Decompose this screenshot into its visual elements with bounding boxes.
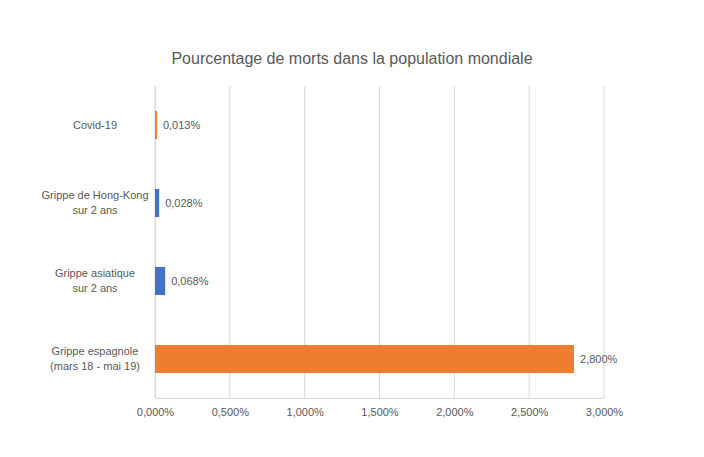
bars bbox=[155, 111, 574, 373]
x-tick: 0,000% bbox=[137, 398, 175, 418]
x-tick-label: 1,000% bbox=[287, 406, 325, 418]
y-tick: Grippe asiatiquesur 2 ans bbox=[55, 267, 155, 294]
bar bbox=[155, 267, 165, 295]
x-tick-label: 0,000% bbox=[137, 406, 175, 418]
x-tick: 2,500% bbox=[511, 398, 549, 418]
chart: Pourcentage de morts dans la population … bbox=[0, 0, 704, 457]
x-axis-line bbox=[156, 398, 605, 399]
x-tick-label: 2,500% bbox=[511, 406, 549, 418]
category-label: Grippe de Hong-Kongsur 2 ans bbox=[41, 189, 148, 216]
bar bbox=[155, 111, 157, 139]
x-tick: 2,000% bbox=[436, 398, 474, 418]
x-tick-label: 1,500% bbox=[361, 406, 399, 418]
grid-line bbox=[604, 86, 605, 398]
x-tick-label: 3,000% bbox=[586, 406, 624, 418]
plot: 0,000% 0,500% 1,000% 1,500% 2,000% 2,500% 3,00… bbox=[41, 86, 623, 418]
data-label: 0,028% bbox=[165, 197, 203, 209]
x-tick-label: 0,500% bbox=[212, 406, 250, 418]
x-axis: 0,000% 0,500% 1,000% 1,500% 2,000% 2,500% 3,00… bbox=[137, 398, 624, 418]
category-label: Grippe asiatiquesur 2 ans bbox=[55, 267, 135, 294]
grid bbox=[155, 86, 604, 398]
x-tick: 3,000% bbox=[586, 398, 624, 418]
bar bbox=[155, 189, 159, 217]
y-tick: Grippe espagnole(mars 18 - mai 19) bbox=[50, 345, 155, 372]
y-tick: Grippe de Hong-Kongsur 2 ans bbox=[41, 189, 155, 216]
x-tick: 0,500% bbox=[212, 398, 250, 418]
y-axis: Covid-19 Grippe de Hong-Kongsur 2 ans Grip… bbox=[41, 87, 155, 399]
title: Pourcentage de morts dans la population … bbox=[171, 50, 532, 67]
x-tick: 1,000% bbox=[287, 398, 325, 418]
bar bbox=[155, 345, 574, 373]
x-tick: 1,500% bbox=[361, 398, 399, 418]
category-label: Grippe espagnole(mars 18 - mai 19) bbox=[50, 345, 140, 372]
data-label: 0,013% bbox=[163, 119, 201, 131]
data-label: 2,800% bbox=[580, 353, 618, 365]
data-labels: 0,013% 0,028% 0,068% 2,800% bbox=[163, 119, 618, 365]
x-tick-label: 2,000% bbox=[436, 406, 474, 418]
data-label: 0,068% bbox=[171, 275, 209, 287]
category-label: Covid-19 bbox=[73, 119, 117, 131]
y-tick: Covid-19 bbox=[73, 119, 155, 131]
